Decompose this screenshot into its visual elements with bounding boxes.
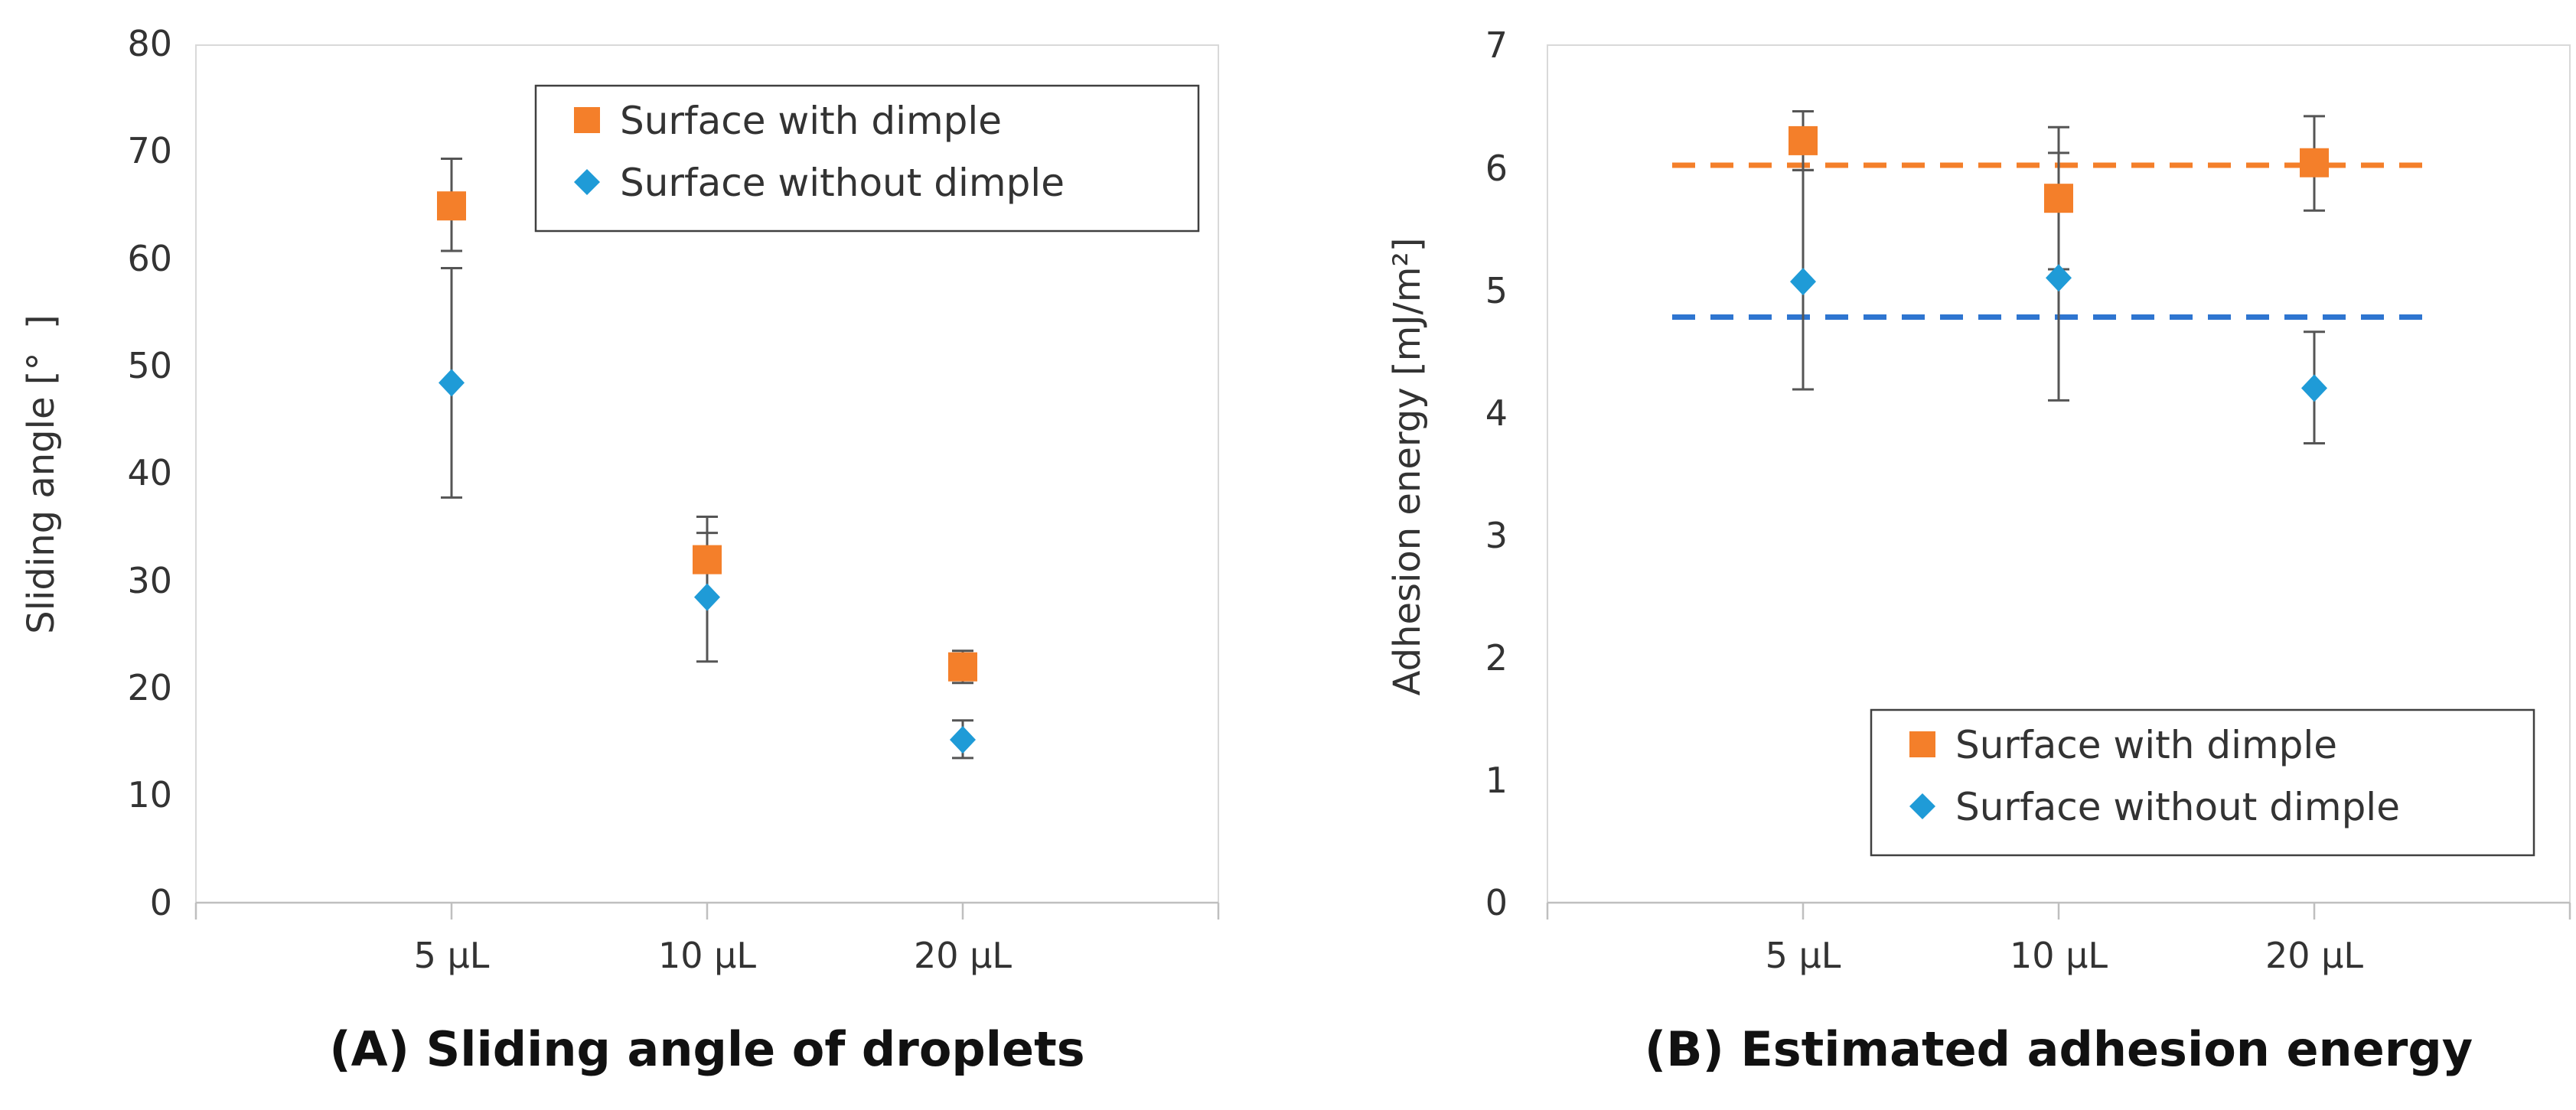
data-marks-b [1546, 109, 2571, 920]
panel-caption-b: (B) Estimated adhesion energy [1645, 1021, 2473, 1077]
legend-label: Surface without dimple [620, 161, 1065, 205]
x-tick-label: 5 μL [1766, 935, 1841, 976]
y-tick-label: 30 [127, 560, 172, 601]
y-tick-label: 60 [127, 238, 172, 279]
legend-box-b [1870, 708, 2535, 857]
y-tick-label: 80 [127, 23, 172, 64]
legend-swatch-square [1909, 731, 1935, 757]
data-point-square [948, 652, 977, 682]
y-tick-label: 3 [1485, 515, 1508, 556]
data-point-square [1789, 125, 1818, 155]
y-tick-label: 70 [127, 130, 172, 171]
legend-swatch-diamond [574, 169, 600, 195]
legend-swatch-square [574, 107, 600, 133]
x-tick-label: 20 μL [914, 935, 1012, 976]
data-point-square [2300, 148, 2329, 177]
legend-b: Surface with dimple Surface without dimp… [1870, 708, 2535, 857]
y-tick-label: 10 [127, 774, 172, 815]
data-marks-a [194, 158, 1220, 920]
data-point-square [693, 545, 722, 575]
legend-box-a [534, 84, 1200, 233]
chart-panel-a: 0 10 20 30 40 50 60 70 80 5 μL 10 μL 20 … [20, 23, 1220, 1077]
data-point-diamond [1790, 268, 1816, 296]
y-tick-labels-b: 0 1 2 3 4 5 6 7 [1485, 24, 1508, 923]
y-tick-label: 20 [127, 667, 172, 708]
chart-panel-b: 0 1 2 3 4 5 6 7 5 μL 10 μL 20 μL Adhesio… [1386, 24, 2571, 1077]
x-tick-labels-a: 5 μL 10 μL 20 μL [414, 935, 1012, 976]
legend-swatch-diamond [1909, 793, 1935, 819]
y-tick-label: 4 [1485, 392, 1508, 434]
y-tick-label: 50 [127, 345, 172, 386]
x-tick-labels-b: 5 μL 10 μL 20 μL [1766, 935, 2364, 976]
data-point-diamond [2301, 374, 2327, 402]
x-tick-label: 10 μL [2010, 935, 2108, 976]
y-axis-label-b: Adhesion energy [mJ/m²] [1386, 238, 1429, 696]
x-tick-label: 5 μL [414, 935, 490, 976]
x-tick-label: 20 μL [2265, 935, 2363, 976]
data-point-diamond [694, 583, 720, 611]
x-tick-label: 10 μL [658, 935, 756, 976]
legend-label: Surface without dimple [1955, 785, 2400, 829]
y-tick-label: 40 [127, 452, 172, 493]
y-tick-label: 2 [1485, 637, 1508, 679]
legend-label: Surface with dimple [1955, 723, 2337, 767]
y-tick-label: 0 [1485, 882, 1508, 923]
data-point-diamond [2046, 264, 2072, 292]
y-tick-label: 0 [150, 882, 172, 923]
data-point-square [437, 191, 466, 221]
y-tick-label: 5 [1485, 270, 1508, 311]
data-point-diamond [950, 726, 976, 754]
data-point-square [2044, 184, 2073, 213]
data-point-diamond [439, 369, 465, 397]
y-axis-label-a: Sliding angle [° ] [20, 314, 63, 634]
legend-a: Surface with dimple Surface without dimp… [534, 84, 1200, 233]
y-tick-label: 1 [1485, 760, 1508, 801]
y-tick-labels-a: 0 10 20 30 40 50 60 70 80 [127, 23, 172, 923]
y-tick-label: 6 [1485, 148, 1508, 189]
panel-caption-a: (A) Sliding angle of droplets [329, 1021, 1084, 1077]
legend-label: Surface with dimple [620, 99, 1002, 143]
y-tick-label: 7 [1485, 24, 1508, 66]
